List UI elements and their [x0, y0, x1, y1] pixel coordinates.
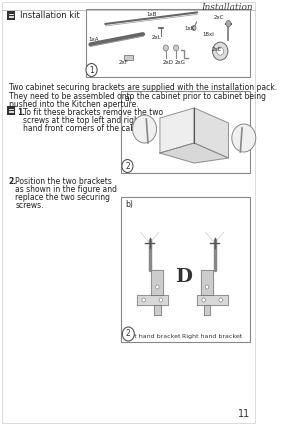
Circle shape	[133, 115, 157, 143]
Polygon shape	[160, 143, 228, 163]
Text: 2xD: 2xD	[163, 60, 174, 65]
Text: 1xA: 1xA	[89, 37, 99, 42]
Polygon shape	[194, 108, 228, 158]
Polygon shape	[204, 305, 210, 315]
Text: They need to be assembled onto the cabinet prior to cabinet being: They need to be assembled onto the cabin…	[9, 91, 266, 100]
Circle shape	[226, 20, 231, 27]
Text: Right hand bracket: Right hand bracket	[182, 334, 242, 339]
Text: b): b)	[125, 200, 133, 209]
Text: 2xF: 2xF	[118, 60, 128, 65]
Circle shape	[212, 42, 228, 60]
FancyBboxPatch shape	[7, 11, 14, 20]
FancyBboxPatch shape	[2, 2, 255, 423]
Text: 2: 2	[126, 329, 131, 338]
Text: Installation kit: Installation kit	[20, 11, 80, 20]
Text: pushed into the Kitchen aperture.: pushed into the Kitchen aperture.	[9, 100, 138, 109]
Text: 2xC: 2xC	[214, 14, 224, 20]
Text: D: D	[176, 268, 192, 286]
Polygon shape	[201, 270, 213, 295]
Text: 2xG: 2xG	[174, 60, 185, 65]
Text: screws.: screws.	[15, 201, 44, 210]
Circle shape	[219, 298, 222, 302]
Text: Installation: Installation	[201, 3, 252, 11]
Text: 2: 2	[125, 162, 130, 170]
Text: Left hand bracket: Left hand bracket	[124, 334, 180, 339]
Circle shape	[217, 47, 224, 55]
FancyBboxPatch shape	[122, 197, 250, 342]
Circle shape	[159, 298, 163, 302]
Circle shape	[142, 298, 146, 302]
Text: Position the two brackets: Position the two brackets	[15, 177, 112, 186]
Text: 1xK: 1xK	[184, 26, 194, 31]
Circle shape	[192, 26, 196, 31]
Text: 1: 1	[89, 65, 94, 74]
Polygon shape	[137, 295, 168, 305]
FancyBboxPatch shape	[85, 9, 250, 77]
Text: 1xB: 1xB	[146, 12, 157, 17]
Text: a): a)	[125, 94, 133, 103]
Text: To fit these brackets remove the two: To fit these brackets remove the two	[23, 108, 163, 117]
Circle shape	[122, 327, 134, 341]
Circle shape	[122, 159, 133, 173]
Text: 2xE: 2xE	[212, 47, 222, 52]
Text: 2xL: 2xL	[151, 35, 161, 40]
Polygon shape	[152, 270, 164, 295]
Circle shape	[173, 45, 178, 51]
Text: 18xI: 18xI	[202, 32, 214, 37]
FancyBboxPatch shape	[122, 91, 250, 173]
Circle shape	[163, 45, 168, 51]
Polygon shape	[160, 108, 194, 153]
FancyBboxPatch shape	[124, 55, 133, 60]
Text: as shown in the figure and: as shown in the figure and	[15, 185, 117, 194]
Text: replace the two securing: replace the two securing	[15, 193, 110, 202]
Polygon shape	[154, 305, 161, 315]
Circle shape	[86, 63, 97, 76]
Polygon shape	[197, 295, 227, 305]
Text: hand front corners of the cabinet.: hand front corners of the cabinet.	[23, 124, 152, 133]
Text: screws at the top left and right: screws at the top left and right	[23, 116, 142, 125]
Circle shape	[232, 124, 256, 152]
Circle shape	[156, 285, 159, 289]
Text: Two cabinet securing brackets are supplied with the installation pack.: Two cabinet securing brackets are suppli…	[9, 83, 277, 92]
FancyBboxPatch shape	[7, 106, 14, 115]
Text: 2.: 2.	[9, 177, 17, 186]
Circle shape	[205, 285, 209, 289]
Circle shape	[202, 298, 205, 302]
Text: 11: 11	[238, 409, 250, 419]
Text: 1.: 1.	[17, 108, 25, 117]
